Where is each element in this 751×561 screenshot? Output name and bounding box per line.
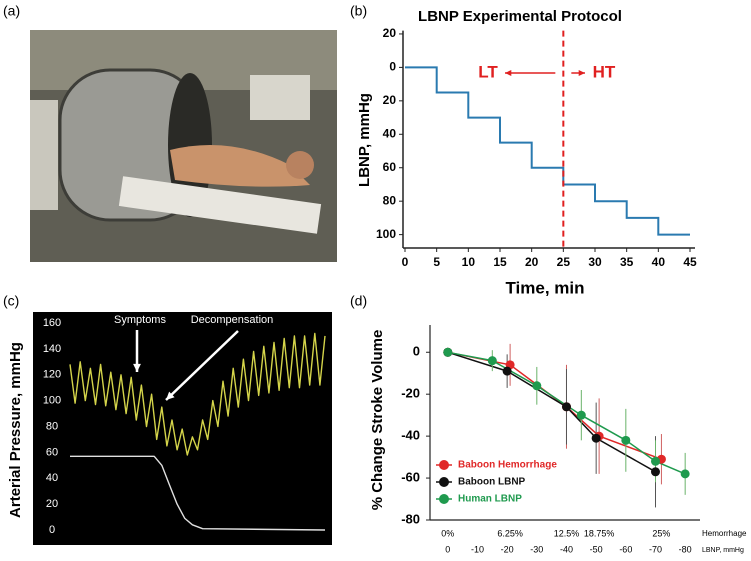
y-tick-label: 40 — [46, 472, 58, 484]
x-tick-label: 20 — [525, 255, 539, 269]
y-tick-label: -80 — [401, 511, 420, 526]
x-tick-label: -50 — [590, 544, 603, 554]
x-tick-label: -80 — [679, 544, 692, 554]
arrow-shaft — [165, 330, 239, 401]
panel-label: (d) — [350, 293, 367, 309]
y-tick-label: 40 — [383, 126, 397, 140]
x-tick-label: -10 — [471, 544, 484, 554]
y-tick-label: -60 — [401, 470, 420, 485]
panel-label: (b) — [350, 3, 367, 19]
x-tick-label: 25 — [557, 255, 571, 269]
y-tick-label: 60 — [46, 446, 58, 458]
panel-label: (a) — [3, 3, 20, 19]
x-tick-label: 0 — [445, 544, 450, 554]
y-axis-label: LBNP, mmHg — [356, 93, 373, 187]
x-tick-label: -40 — [560, 544, 573, 554]
x-axis-label: Time, min — [505, 278, 584, 297]
y-tick-label: -40 — [401, 428, 420, 443]
x2-tick-label: 25% — [652, 528, 670, 538]
legend-label: Human LBNP — [458, 494, 522, 505]
annotation: HT — [593, 62, 616, 81]
series-line — [447, 351, 656, 473]
arrow-head — [505, 69, 512, 77]
y-tick-label: 160 — [43, 317, 61, 329]
y-tick-label: 20 — [383, 93, 397, 107]
data-point — [621, 435, 631, 445]
x2-tick-label: 18.75% — [584, 528, 615, 538]
x-axis-label: LBNP, mmHg — [702, 547, 744, 554]
x-tick-label: 10 — [462, 255, 476, 269]
y-tick-label: 100 — [43, 395, 61, 407]
y-tick-label: 0 — [413, 344, 420, 359]
chart-title: LBNP Experimental Protocol — [418, 8, 622, 25]
annotation: Decompensation — [191, 314, 274, 326]
y-axis-label: % Change Stroke Volume — [369, 330, 386, 511]
photo-head — [286, 151, 314, 179]
data-point — [443, 347, 453, 357]
data-point — [502, 366, 512, 376]
arrow-head — [133, 363, 141, 372]
x-tick-label: -30 — [530, 544, 543, 554]
arrow-head — [166, 391, 175, 400]
legend-marker — [439, 494, 449, 504]
y-tick-label: 20 — [383, 26, 397, 40]
step-line — [405, 66, 690, 236]
annotation: Symptoms — [114, 314, 166, 326]
x2-axis-label: Hemorrhage — [702, 529, 747, 538]
data-point — [650, 467, 660, 477]
pressure-trace — [69, 332, 326, 456]
legend-label: Baboon LBNP — [458, 477, 526, 488]
x-tick-label: -60 — [619, 544, 632, 554]
x-tick-label: -70 — [649, 544, 662, 554]
y-tick-label: 0 — [49, 524, 55, 536]
x2-tick-label: 6.25% — [497, 528, 523, 538]
y-tick-label: 80 — [46, 420, 58, 432]
photo-bed — [118, 176, 322, 234]
photo-person — [170, 145, 310, 187]
annotation: LT — [478, 62, 498, 81]
data-point — [561, 402, 571, 412]
x-tick-label: 5 — [433, 255, 440, 269]
x-tick-label: 15 — [493, 255, 507, 269]
panel-label: (c) — [3, 293, 19, 309]
photo-rack — [30, 100, 58, 210]
y-tick-label: 60 — [383, 160, 397, 174]
x-tick-label: -20 — [501, 544, 514, 554]
x-tick-label: 40 — [652, 255, 666, 269]
legend-marker — [439, 460, 449, 470]
data-point — [532, 381, 542, 391]
photo — [30, 30, 337, 262]
data-point — [680, 469, 690, 479]
data-point — [650, 456, 660, 466]
arrow-head — [578, 69, 585, 77]
data-point — [576, 410, 586, 420]
photo-equipment — [250, 75, 310, 120]
x2-tick-label: 12.5% — [554, 528, 580, 538]
y-tick-label: 20 — [46, 498, 58, 510]
x2-tick-label: 0% — [441, 528, 454, 538]
y-tick-label: 0 — [389, 60, 396, 74]
data-point — [591, 433, 601, 443]
x-tick-label: 45 — [683, 255, 697, 269]
data-point — [487, 356, 497, 366]
x-tick-label: 0 — [402, 255, 409, 269]
x-tick-label: 30 — [588, 255, 602, 269]
y-tick-label: 80 — [383, 193, 397, 207]
y-tick-label: 120 — [43, 369, 61, 381]
legend-label: Baboon Hemorrhage — [458, 460, 557, 471]
y-tick-label: 100 — [376, 227, 396, 241]
y-axis-label: Arterial Pressure, mmHg — [7, 342, 24, 518]
y-tick-label: 140 — [43, 343, 61, 355]
x-tick-label: 35 — [620, 255, 634, 269]
y-tick-label: -20 — [401, 386, 420, 401]
legend-marker — [439, 477, 449, 487]
pressure-trace — [70, 455, 326, 531]
